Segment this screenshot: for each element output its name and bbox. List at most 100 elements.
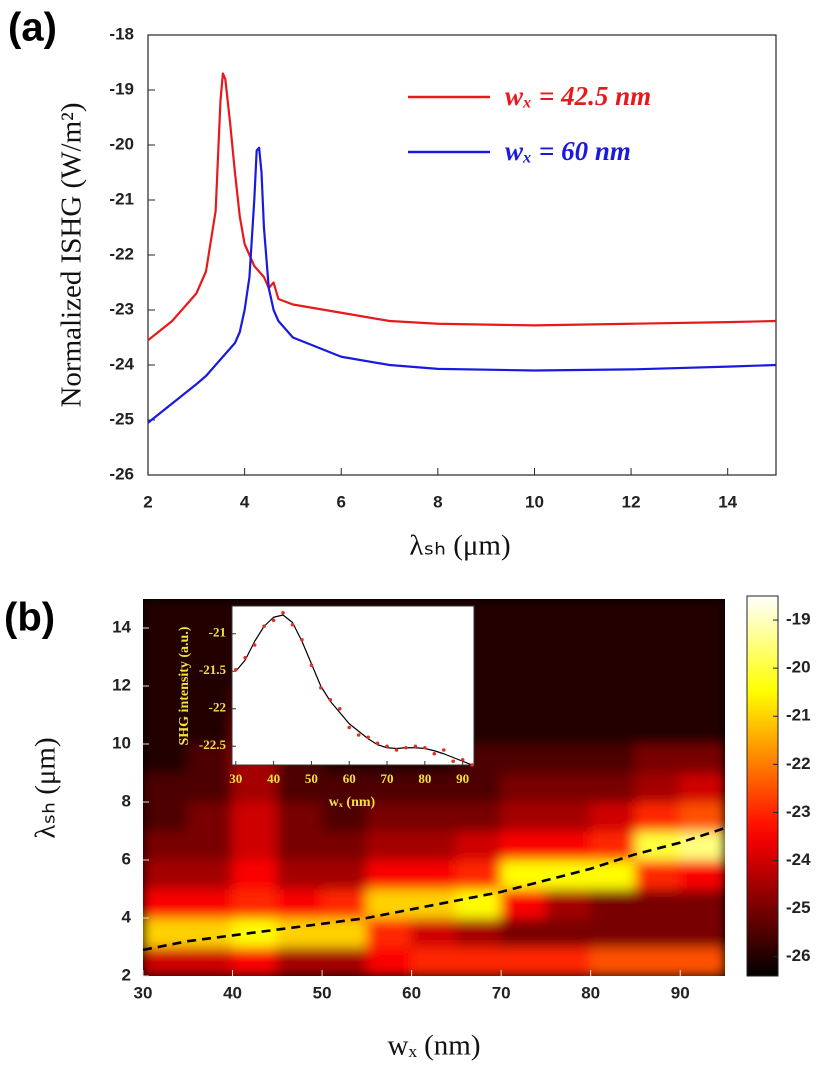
data-point [337, 706, 342, 711]
heatmap-cell [232, 888, 278, 919]
heatmap-cell [679, 656, 725, 687]
heatmap-cell [545, 714, 592, 745]
data-point [271, 618, 276, 623]
heatmap-cell [634, 859, 681, 890]
heatmap-cell [545, 685, 592, 716]
heatmap-cell [679, 714, 725, 745]
data-point [252, 643, 257, 647]
y-axis-label: Normalized ISHG (W/m²) [56, 102, 88, 407]
x-tick-label: 90 [456, 771, 469, 786]
heatmap-cell [366, 946, 413, 976]
heatmap-cell [590, 627, 636, 658]
data-point [366, 735, 370, 740]
heatmap-cell [590, 888, 636, 919]
heatmap-cell [321, 946, 368, 976]
heatmap-cell [143, 859, 189, 890]
heatmap-cell [500, 946, 547, 976]
heatmap-cell [187, 627, 234, 658]
heatmap-cell [321, 772, 368, 803]
y-tick-label: -23 [109, 299, 134, 318]
x-axis-label: wₓ (nm) [388, 1030, 481, 1062]
heatmap-cell [500, 627, 547, 658]
heatmap-cell [411, 888, 457, 919]
heatmap-cell [187, 743, 234, 774]
heatmap-cell [276, 830, 323, 861]
colorbar-tick-label: -23 [786, 802, 811, 821]
heatmap-cell [411, 859, 457, 890]
heatmap-cell [679, 801, 725, 832]
heatmap-cell [545, 917, 592, 948]
heatmap-cell [455, 772, 502, 803]
data-point [319, 685, 323, 690]
heatmap-cell [590, 772, 636, 803]
inset-y-label: SHG intensity (a.u.) [177, 626, 192, 745]
y-tick-label: -25 [109, 409, 134, 428]
y-tick-label: -22 [109, 244, 134, 263]
panel-label: (a) [8, 6, 57, 50]
y-tick-label: 14 [112, 617, 131, 636]
heatmap-cell [187, 656, 234, 687]
heatmap-cell [500, 656, 547, 687]
colorbar [746, 595, 779, 977]
data-point [281, 610, 285, 615]
legend-label: wₓ = 42.5 nm [505, 81, 651, 111]
colorbar-tick-label: -26 [786, 946, 811, 965]
heatmap-cell [545, 599, 592, 629]
heatmap-cell [187, 859, 234, 890]
heatmap-cell [143, 627, 189, 658]
data-point [441, 748, 446, 752]
data-point [347, 725, 352, 730]
heatmap-cell [500, 714, 547, 745]
heatmap-cell [634, 685, 681, 716]
x-tick-label: 6 [336, 492, 345, 511]
heatmap-cell [232, 801, 278, 832]
heatmap-cell [232, 946, 278, 976]
heatmap-cell [634, 714, 681, 745]
y-tick-label: -18 [109, 24, 134, 43]
heatmap-cell [321, 888, 368, 919]
heatmap-cell [366, 859, 413, 890]
dashed-curve [142, 826, 726, 952]
heatmap-cell [143, 830, 189, 861]
series-line [147, 72, 777, 342]
heatmap-cell [143, 685, 189, 716]
data-point [375, 741, 380, 746]
colorbar-tick-label: -22 [786, 754, 811, 773]
panel-b: (b) wₓ (nm) λₛₕ (μm) 30 40 50 60 70 80 90 2 4 6 8 1… [4, 595, 811, 1062]
y-tick-label: -20 [109, 134, 134, 153]
heatmap-cell [545, 859, 592, 890]
heatmap-cell [187, 946, 234, 976]
heatmap-cell [321, 801, 368, 832]
x-tick-label: 4 [240, 492, 250, 511]
data-point [385, 744, 389, 749]
heatmap-cell [411, 772, 457, 803]
axes-box [147, 34, 777, 476]
panel-a: (a) λₛₕ (μm) Normalized ISHG (W/m²) 2 4 6 8… [8, 6, 777, 562]
y-tick-label: -24 [109, 354, 134, 373]
heatmap-cell [500, 859, 547, 890]
heatmap-cell [590, 859, 636, 890]
legend-label: wₓ = 60 nm [505, 136, 631, 166]
heatmap-cell [187, 714, 234, 745]
heatmap-cell [321, 830, 368, 861]
x-tick-label: 30 [134, 983, 153, 1002]
heatmap-cell [634, 888, 681, 919]
y-tick-label: -19 [109, 79, 134, 98]
heatmap-cell [276, 801, 323, 832]
x-axis-label: λₛₕ (μm) [409, 530, 510, 562]
heatmap-cell [411, 801, 457, 832]
heatmap-cell [143, 772, 189, 803]
heatmap-cell [187, 685, 234, 716]
heatmap-cell [187, 830, 234, 861]
heatmap-cell [187, 599, 234, 629]
data-point [309, 663, 314, 668]
heatmap-cell [590, 714, 636, 745]
heatmap-cell [411, 917, 457, 948]
y-tick-label: -22.5 [199, 737, 227, 752]
heatmap-cell [143, 946, 189, 976]
heatmap-cell [590, 599, 636, 629]
data-point [328, 697, 333, 702]
heatmap-cell [276, 772, 323, 803]
heatmap-cell [634, 772, 681, 803]
